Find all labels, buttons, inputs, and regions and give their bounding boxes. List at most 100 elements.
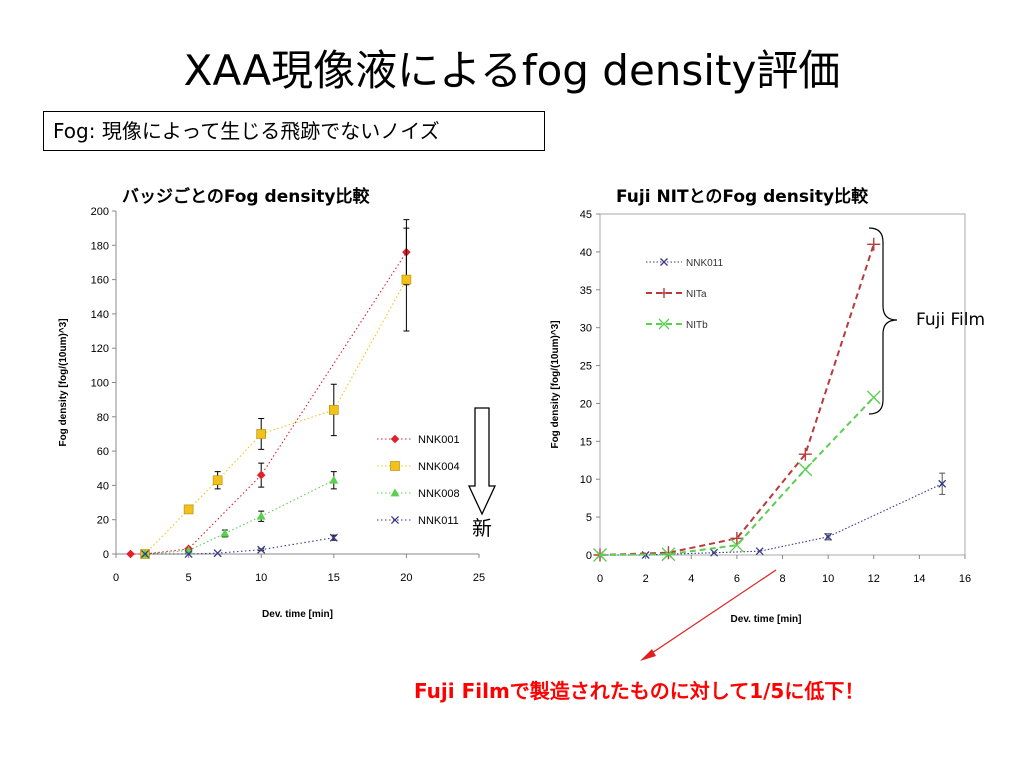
conclusion-text: Fuji Filmで製造されたものに対して1/5に低下！ (414, 679, 865, 703)
fuji-film-label: Fuji Film (916, 310, 986, 330)
chart-2-x-tick-label: 14 (913, 573, 925, 585)
chart-2-series-line-NNK011 (600, 483, 943, 556)
chart-1-point-NNK011 (329, 533, 338, 542)
chart-2-y-tick-label: 0 (586, 550, 592, 562)
chart-2-y-tick-label: 40 (580, 247, 592, 259)
chart-1-legend-marker (390, 488, 400, 497)
chart-1-y-tick-label: 0 (103, 549, 109, 561)
chart-1-point-NNK001 (126, 549, 135, 559)
chart-2-x-tick-label: 12 (868, 573, 880, 585)
chart-2-point-NNK011 (755, 547, 764, 556)
chart-2-y-tick-label: 10 (580, 474, 592, 486)
chart-2-x-tick-label: 16 (959, 573, 971, 585)
chart-1-x-tick-label: 5 (186, 572, 192, 584)
chart-1-point-NNK011 (213, 549, 222, 558)
chart-2-x-tick-label: 2 (643, 573, 649, 585)
chart-2-legend-label: NITb (686, 320, 708, 331)
chart-2-x-tick-label: 10 (822, 573, 834, 585)
chart-2-y-tick-label: 45 (580, 209, 592, 221)
chart-2-y-tick-label: 30 (580, 323, 592, 335)
chart-1-point-NNK008 (220, 528, 230, 537)
chart-1-legend-label: NNK001 (418, 434, 460, 446)
chart-1-point-NNK004 (183, 504, 194, 515)
chart-1-y-tick-label: 140 (91, 309, 109, 321)
chart-1-x-tick-label: 0 (113, 572, 119, 584)
chart-1-y-tick-label: 60 (97, 446, 109, 458)
chart-2-x-tick-label: 0 (597, 573, 603, 585)
chart-1-legend-marker (390, 461, 400, 471)
chart-2-point-NITb (798, 462, 813, 477)
chart-1-point-NNK008 (329, 475, 339, 484)
chart-1-x-tick-label: 10 (255, 572, 267, 584)
chart-2-y-axis-label: Fog density [fog/(10um)^3] (550, 320, 561, 448)
chart-2-legend-label: NNK011 (686, 258, 723, 269)
chart-1-point-NNK004 (212, 475, 223, 486)
chart-2-point-NITb (866, 390, 881, 405)
chart-2-point-NITb (729, 538, 744, 553)
chart-2-x-tick-label: 6 (734, 573, 740, 585)
chart-2-y-tick-label: 25 (580, 361, 592, 373)
chart-1-point-NNK004 (256, 429, 267, 439)
definition-box: Fog: 現像によって生じる飛跡でないノイズ (43, 111, 545, 151)
chart-2-point-NITa (867, 237, 881, 251)
chart-1-point-NNK008 (256, 511, 266, 520)
conclusion-arrow-head (640, 649, 656, 661)
chart-2-plot-frame (599, 213, 966, 556)
chart-2-title: Fuji NITとのFog density比較 (616, 187, 869, 207)
chart-1-legend-label: NNK004 (418, 461, 460, 473)
chart-2-point-NITa (730, 531, 744, 545)
chart-1-legend-label: NNK008 (418, 488, 460, 500)
chart-1-x-tick-label: 20 (400, 572, 412, 584)
chart-2-y-tick-label: 35 (580, 285, 592, 297)
chart-1-y-tick-label: 20 (97, 515, 109, 527)
chart-2-legend-marker (660, 258, 668, 266)
chart-2-point-NNK011 (824, 532, 833, 541)
chart-1-point-NNK004 (328, 405, 339, 415)
chart-1-legend-label: NNK011 (418, 515, 459, 527)
chart-2-legend-marker (659, 288, 669, 298)
chart-2-x-tick-label: 8 (779, 573, 785, 585)
chart-2-x-tick-label: 4 (688, 573, 694, 585)
chart-1-series-line-NNK001 (130, 251, 407, 555)
chart-1-y-tick-label: 180 (91, 240, 109, 252)
conclusion-arrow-line (645, 569, 777, 658)
chart-2-point-NNK011 (938, 479, 947, 488)
chart-1-y-tick-label: 80 (97, 412, 109, 424)
chart-1-point-NNK011 (184, 549, 193, 559)
chart-1-legend-marker (390, 515, 400, 525)
chart-1-legend-marker (390, 434, 400, 444)
slide-title: XAA現像液によるfog density評価 (183, 46, 841, 95)
chart-2-series-line-NITa (599, 244, 875, 556)
chart-2-point-NITb (593, 548, 607, 562)
chart-2-y-tick-label: 15 (580, 436, 592, 448)
chart-1-series-line-NNK008 (144, 479, 335, 555)
chart-1-y-tick-label: 200 (91, 206, 109, 218)
chart-2-series-line-NITb (599, 396, 875, 556)
chart-1-point-NNK011 (257, 545, 266, 554)
chart-1-y-tick-label: 40 (97, 480, 109, 492)
chart-1-title: バッジごとのFog density比較 (122, 187, 370, 207)
chart-1-point-NNK004 (401, 274, 412, 285)
chart-1-x-axis-label: Dev. time [min] (262, 609, 333, 620)
chart-2-y-tick-label: 5 (586, 512, 592, 524)
chart-2-point-NITb (661, 547, 676, 562)
chart-1-point-NNK011 (140, 549, 150, 559)
chart-1-x-tick-label: 25 (473, 572, 485, 584)
chart-1-point-NNK001 (256, 470, 266, 480)
chart-1-x-tick-label: 15 (328, 572, 340, 584)
chart-1-y-axis-label: Fog density [fog/(10um)^3] (58, 318, 69, 446)
chart-1-series-line-NNK004 (144, 279, 407, 555)
chart-2-point-NNK011 (710, 548, 719, 557)
chart-2-legend-label: NITa (686, 289, 707, 300)
new-label: 新 (472, 516, 492, 540)
chart-1-y-tick-label: 120 (91, 343, 109, 355)
chart-1-y-tick-label: 100 (91, 378, 109, 390)
chart-1-y-tick-label: 160 (91, 275, 109, 287)
fuji-film-brace (868, 227, 898, 415)
chart-2-legend-marker (658, 318, 670, 330)
chart-2-y-tick-label: 20 (580, 398, 592, 410)
chart-2-x-axis-label: Dev. time [min] (731, 614, 802, 625)
chart-2-point-NITa (798, 447, 812, 461)
new-arrow (467, 407, 497, 516)
